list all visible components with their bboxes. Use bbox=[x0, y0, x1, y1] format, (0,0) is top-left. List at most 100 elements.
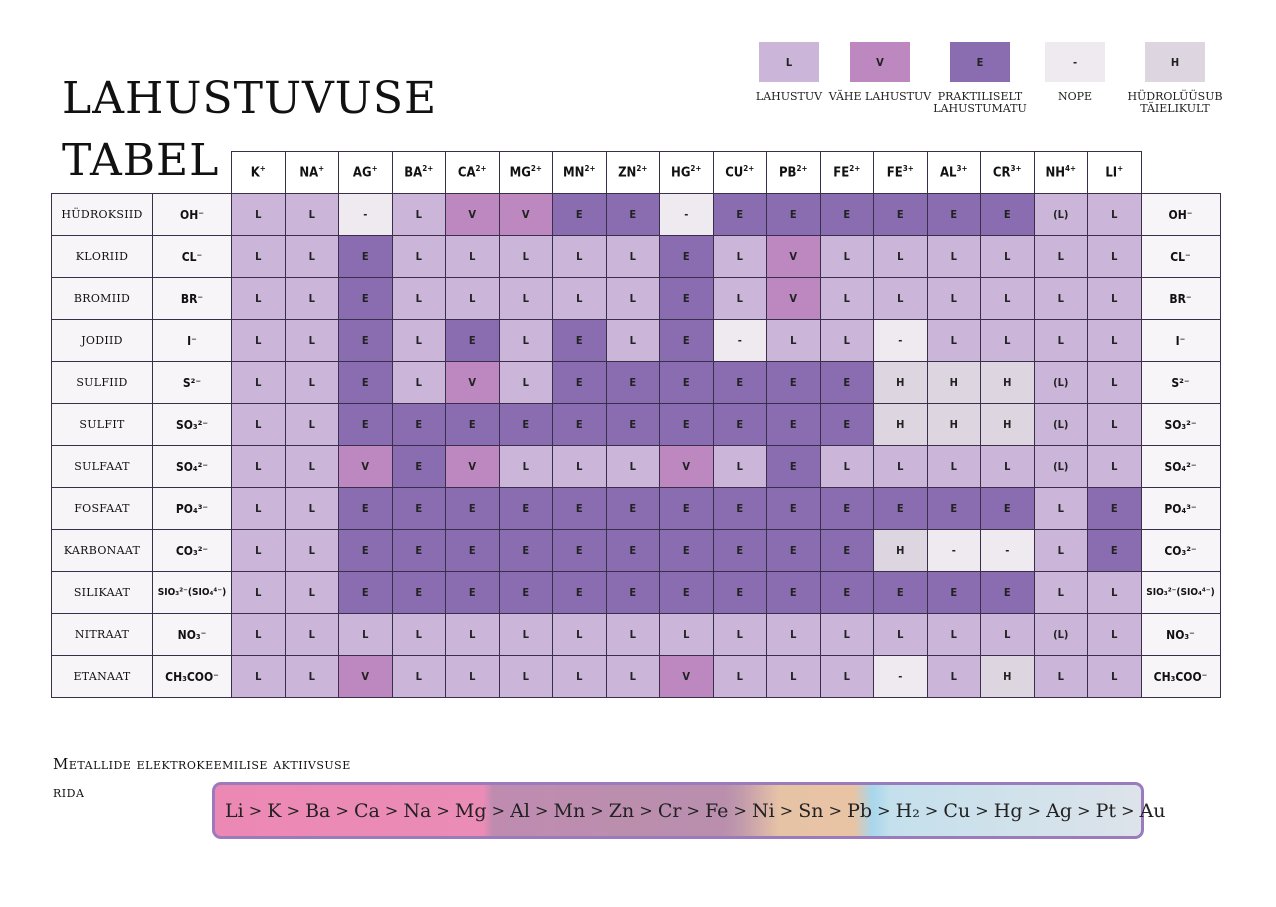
solubility-cell: E bbox=[498, 571, 553, 614]
anion-label: CH₃COO⁻ bbox=[152, 655, 232, 698]
solubility-cell: L bbox=[712, 655, 767, 698]
solubility-cell: L bbox=[1033, 235, 1088, 278]
solubility-cell: H bbox=[926, 403, 981, 446]
solubility-cell: L bbox=[231, 319, 286, 362]
solubility-cell: L bbox=[552, 235, 607, 278]
solubility-cell: L bbox=[1033, 529, 1088, 572]
solubility-cell: (L) bbox=[1033, 445, 1088, 488]
solubility-cell: (L) bbox=[1033, 403, 1088, 446]
solubility-cell: L bbox=[284, 655, 339, 698]
solubility-cell: E bbox=[605, 193, 660, 236]
anion-label: I⁻ bbox=[152, 319, 232, 362]
series-metal: Fe bbox=[705, 799, 729, 822]
solubility-cell: L bbox=[1087, 193, 1142, 236]
solubility-cell: V bbox=[445, 361, 500, 404]
solubility-cell: L bbox=[926, 445, 981, 488]
solubility-cell: L bbox=[284, 571, 339, 614]
solubility-cell: L bbox=[284, 613, 339, 656]
legend-swatch: L bbox=[759, 42, 819, 82]
cation-header: K+ bbox=[231, 151, 286, 194]
solubility-cell: L bbox=[391, 655, 446, 698]
series-metal: Ca bbox=[353, 799, 380, 822]
series-metal: Ni bbox=[752, 799, 775, 822]
solubility-cell: E bbox=[926, 487, 981, 530]
header-spacer bbox=[1141, 152, 1220, 194]
solubility-cell: L bbox=[231, 613, 286, 656]
anion-label-right: SIO₃²⁻(SIO₄⁴⁻) bbox=[1140, 571, 1221, 614]
solubility-cell: L bbox=[284, 193, 339, 236]
solubility-cell: L bbox=[605, 319, 660, 362]
solubility-cell: E bbox=[391, 403, 446, 446]
solubility-cell: (L) bbox=[1033, 361, 1088, 404]
solubility-cell: L bbox=[1087, 655, 1142, 698]
series-separator: > bbox=[970, 801, 994, 820]
row-name: FOSFAAT bbox=[51, 487, 153, 530]
solubility-cell: E bbox=[766, 403, 821, 446]
series-separator: > bbox=[919, 801, 944, 820]
solubility-cell: L bbox=[391, 361, 446, 404]
solubility-cell: E bbox=[445, 529, 500, 572]
cation-header: AL3+ bbox=[926, 151, 981, 194]
solubility-cell: L bbox=[391, 319, 446, 362]
legend-swatch: H bbox=[1145, 42, 1205, 82]
solubility-cell: E bbox=[712, 403, 767, 446]
solubility-cell: L bbox=[498, 613, 553, 656]
solubility-cell: E bbox=[980, 193, 1035, 236]
solubility-cell: E bbox=[498, 529, 553, 572]
solubility-cell: E bbox=[391, 445, 446, 488]
legend-label: VÄHE LAHUSTUV bbox=[828, 90, 932, 103]
solubility-cell: L bbox=[819, 319, 874, 362]
solubility-cell: L bbox=[1087, 613, 1142, 656]
series-separator: > bbox=[431, 801, 455, 820]
anion-label-right: SO₃²⁻ bbox=[1140, 403, 1221, 446]
solubility-cell: V bbox=[338, 655, 393, 698]
solubility-cell: - bbox=[873, 319, 928, 362]
solubility-cell: - bbox=[659, 193, 714, 236]
solubility-cell: E bbox=[819, 361, 874, 404]
solubility-cell: L bbox=[926, 235, 981, 278]
solubility-cell: L bbox=[284, 445, 339, 488]
legend-label: LAHUSTUV bbox=[755, 90, 823, 103]
solubility-cell: E bbox=[766, 361, 821, 404]
series-metal: Au bbox=[1139, 799, 1166, 822]
solubility-cell: L bbox=[445, 277, 500, 320]
solubility-cell: L bbox=[873, 235, 928, 278]
legend-item: L LAHUSTUV bbox=[734, 42, 844, 103]
anion-label-right: S²⁻ bbox=[1140, 361, 1221, 404]
row-name: SULFIT bbox=[51, 403, 153, 446]
solubility-cell: E bbox=[605, 361, 660, 404]
series-separator: > bbox=[681, 801, 706, 820]
row-name: KLORIID bbox=[51, 235, 153, 278]
cation-header: NA+ bbox=[284, 151, 339, 194]
solubility-cell: E bbox=[819, 571, 874, 614]
series-metal: Cr bbox=[657, 799, 682, 822]
solubility-cell: L bbox=[873, 277, 928, 320]
solubility-cell: L bbox=[605, 235, 660, 278]
solubility-cell: L bbox=[1033, 571, 1088, 614]
solubility-cell: L bbox=[284, 403, 339, 446]
cation-header: BA2+ bbox=[391, 151, 446, 194]
solubility-cell: E bbox=[605, 571, 660, 614]
series-separator: > bbox=[281, 801, 306, 820]
solubility-cell: E bbox=[819, 403, 874, 446]
solubility-cell: L bbox=[1087, 277, 1142, 320]
cation-header: AG+ bbox=[338, 151, 393, 194]
solubility-cell: E bbox=[552, 319, 607, 362]
solubility-cell: V bbox=[445, 193, 500, 236]
solubility-cell: H bbox=[980, 655, 1035, 698]
solubility-cell: L bbox=[1087, 403, 1142, 446]
solubility-cell: L bbox=[1033, 487, 1088, 530]
solubility-cell: E bbox=[766, 487, 821, 530]
solubility-cell: V bbox=[766, 277, 821, 320]
solubility-cell: E bbox=[552, 571, 607, 614]
solubility-cell: H bbox=[873, 361, 928, 404]
solubility-cell: E bbox=[659, 403, 714, 446]
solubility-cell: E bbox=[766, 529, 821, 572]
solubility-cell: E bbox=[498, 403, 553, 446]
solubility-cell: L bbox=[926, 613, 981, 656]
series-separator: > bbox=[823, 801, 848, 820]
series-separator: > bbox=[585, 801, 609, 820]
solubility-cell: L bbox=[712, 235, 767, 278]
series-metal: K bbox=[267, 799, 282, 822]
solubility-cell: L bbox=[391, 235, 446, 278]
